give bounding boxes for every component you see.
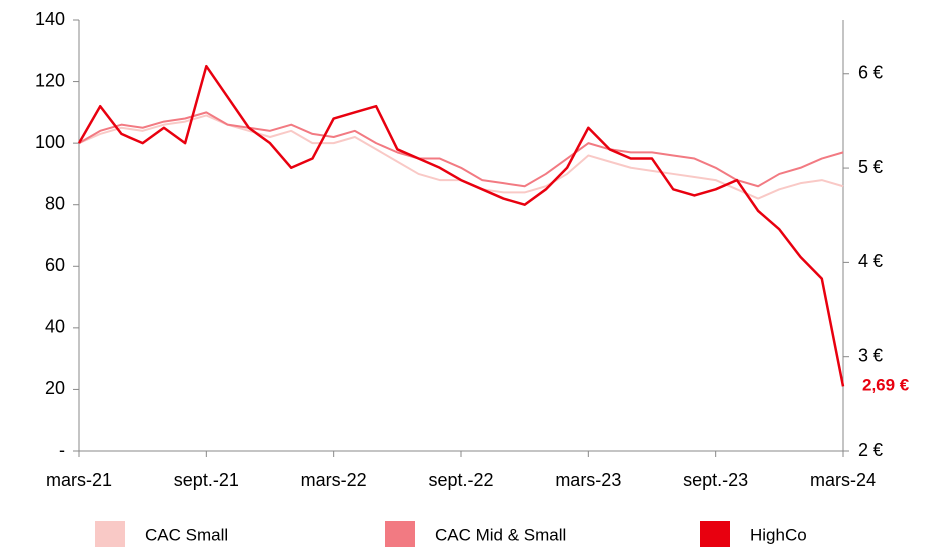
x-tick-label: sept.-22 <box>428 470 493 490</box>
y-tick-label: 140 <box>35 9 65 29</box>
y-tick-label: 80 <box>45 193 65 213</box>
x-tick-label: mars-21 <box>46 470 112 490</box>
legend-label: CAC Mid & Small <box>435 525 566 544</box>
y-tick-label: 100 <box>35 132 65 152</box>
line <box>77 64 845 387</box>
legend-label: CAC Small <box>145 525 228 544</box>
y2-tick-label: 3 € <box>858 345 883 365</box>
legend-swatch <box>700 521 730 547</box>
y-tick-label: - <box>59 440 65 460</box>
y2-tick-label: 6 € <box>858 63 883 83</box>
x-tick-label: mars-24 <box>810 470 876 490</box>
line <box>78 111 844 188</box>
x-tick-label: mars-23 <box>555 470 621 490</box>
y2-tick-label: 2 € <box>858 440 883 460</box>
y-tick-label: 20 <box>45 378 65 398</box>
x-tick-label: sept.-21 <box>174 470 239 490</box>
y-tick-label: 40 <box>45 317 65 337</box>
y2-tick-label: 4 € <box>858 251 883 271</box>
x-tick-label: sept.-23 <box>683 470 748 490</box>
y-tick-label: 60 <box>45 255 65 275</box>
y2-tick-label: 5 € <box>858 157 883 177</box>
line <box>78 114 844 200</box>
y-tick-label: 120 <box>35 70 65 90</box>
annotation: 2,69 € <box>862 375 910 394</box>
legend-swatch <box>95 521 125 547</box>
legend-swatch <box>385 521 415 547</box>
legend-label: HighCo <box>750 525 807 544</box>
x-tick-label: mars-22 <box>301 470 367 490</box>
